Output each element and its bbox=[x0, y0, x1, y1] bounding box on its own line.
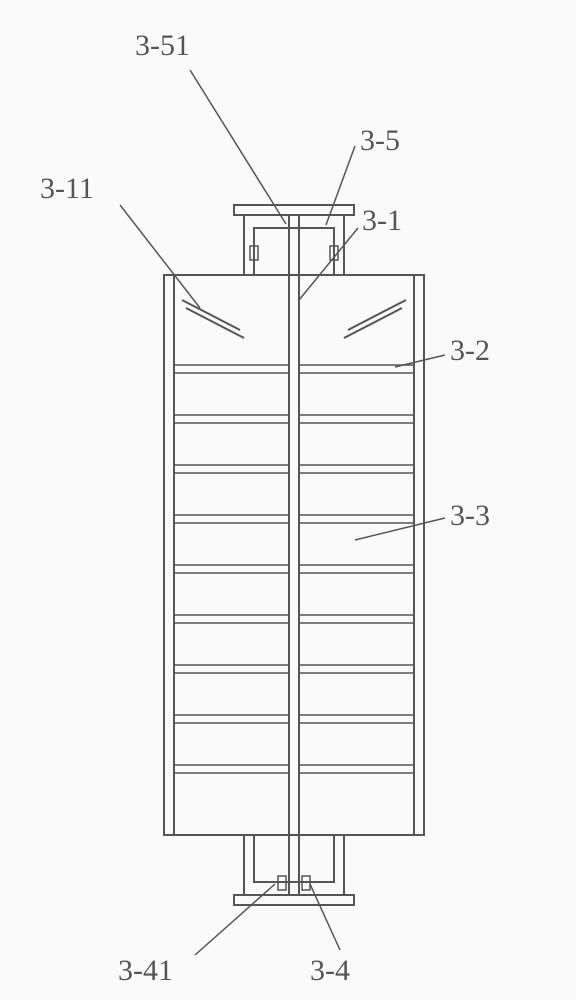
label-l_3_11: 3-11 bbox=[40, 172, 94, 205]
label-l_3_51: 3-51 bbox=[135, 29, 190, 62]
label-l_3_1: 3-1 bbox=[362, 204, 402, 237]
label-l_3_41: 3-41 bbox=[118, 954, 173, 987]
label-l_3_2: 3-2 bbox=[450, 334, 490, 367]
label-l_3_4: 3-4 bbox=[310, 954, 350, 987]
label-l_3_3: 3-3 bbox=[450, 499, 490, 532]
label-l_3_5: 3-5 bbox=[360, 124, 400, 157]
